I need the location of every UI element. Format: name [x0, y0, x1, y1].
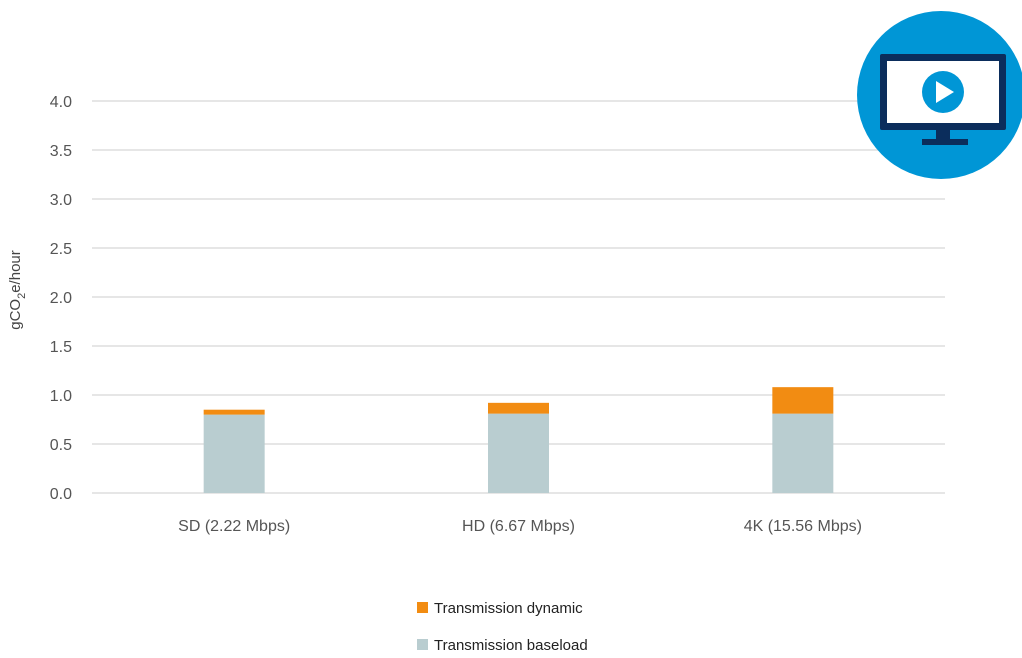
x-category-label: 4K (15.56 Mbps) [744, 518, 862, 535]
x-category-label: SD (2.22 Mbps) [178, 518, 290, 535]
legend-swatch [417, 639, 428, 650]
y-tick-label: 4.0 [50, 94, 72, 111]
x-axis-categories: SD (2.22 Mbps) HD (6.67 Mbps) 4K (15.56 Mb… [178, 518, 862, 535]
y-tick-label: 1.5 [50, 339, 72, 356]
bar-segment-baseload [772, 413, 834, 493]
y-tick-label: 0.0 [50, 486, 72, 503]
y-tick-label: 1.0 [50, 388, 72, 405]
x-category-label: HD (6.67 Mbps) [462, 518, 575, 535]
bar-segment-dynamic [488, 402, 549, 414]
legend-swatch [417, 602, 428, 613]
y-axis-title: gCO2e/hour [7, 250, 28, 330]
monitor-play-icon [857, 11, 1022, 179]
bar-segment-baseload [488, 413, 549, 493]
legend-label: Transmission dynamic [434, 600, 583, 617]
y-tick-label: 0.5 [50, 437, 72, 454]
bar-segment-dynamic [203, 409, 265, 415]
y-axis-ticks: 0.0 0.5 1.0 1.5 2.0 2.5 3.0 3.5 4.0 [50, 94, 72, 503]
y-tick-label: 3.5 [50, 143, 72, 160]
y-tick-label: 2.5 [50, 241, 72, 258]
y-tick-label: 2.0 [50, 290, 72, 307]
bars [203, 387, 834, 493]
legend-label: Transmission baseload [434, 637, 588, 653]
legend: Transmission dynamic Transmission baseloa… [417, 600, 588, 654]
bar-segment-dynamic [772, 387, 834, 414]
bar-segment-baseload [203, 414, 265, 493]
y-tick-label: 3.0 [50, 192, 72, 209]
